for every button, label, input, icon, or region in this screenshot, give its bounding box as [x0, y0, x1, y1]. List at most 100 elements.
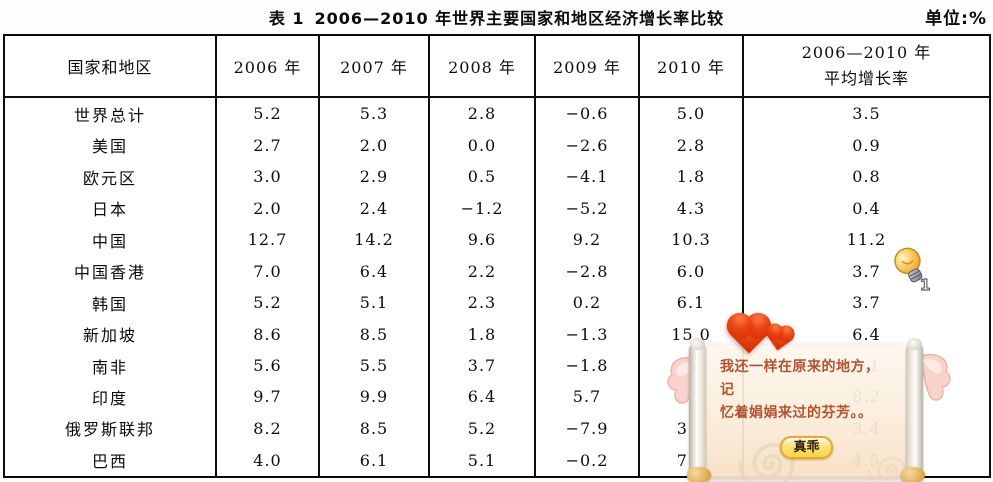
country-cell: 欧元区: [3, 161, 217, 193]
value-cell: 8.6: [215, 318, 320, 350]
country-cell: 印度: [3, 381, 217, 413]
column-header-2009: 2009 年: [534, 35, 640, 98]
scroll-left-roll: [689, 338, 706, 481]
column-header-2008: 2008 年: [428, 35, 536, 98]
value-cell: −1.3: [534, 318, 640, 350]
country-cell: 新加坡: [3, 318, 217, 350]
popup-message-line1: 我还一样在原来的地方，记: [720, 359, 880, 398]
hint-bulb-icon[interactable]: 1: [891, 246, 933, 294]
scroll-bottom-left-curl: [687, 467, 711, 482]
value-cell: 9.6: [428, 224, 536, 256]
value-cell: 3.7: [742, 286, 991, 319]
table-row: 美国 2.7 2.0 0.0 −2.6 2.8 0.9: [3, 129, 991, 162]
value-cell: 1.8: [428, 318, 536, 350]
spiral-watermark-icon: [867, 456, 907, 482]
value-cell: 2.8: [638, 129, 744, 162]
popup-message-line2: 忆着娟娟来过的芬芳。。: [720, 405, 873, 421]
value-cell: 0.8: [742, 161, 991, 193]
value-cell: 2.3: [428, 286, 536, 319]
value-cell: 0.0: [428, 129, 536, 162]
value-cell: 9.9: [318, 381, 430, 413]
value-cell: 5.1: [318, 286, 430, 319]
value-cell: 5.2: [215, 286, 320, 319]
unit-label: 单位:%: [925, 9, 987, 29]
avg-header-line1: 2006—2010 年: [801, 43, 932, 62]
value-cell: 5.6: [215, 349, 320, 382]
value-cell: 6.4: [428, 381, 536, 413]
table-row: 中国 12.7 14.2 9.6 9.2 10.3 11.2: [3, 224, 991, 256]
country-cell: 南非: [3, 349, 217, 382]
column-header-2010: 2010 年: [638, 35, 744, 98]
value-cell: 10.3: [638, 224, 744, 256]
value-cell: 5.2: [428, 412, 536, 445]
table-row: 中国香港 7.0 6.4 2.2 −2.8 6.0 3.7: [3, 255, 991, 287]
value-cell: 8.2: [215, 412, 320, 445]
value-cell: 3.7: [742, 255, 991, 287]
value-cell: 4.3: [638, 192, 744, 225]
column-header-2006: 2006 年: [215, 35, 320, 98]
value-cell: −0.6: [534, 97, 640, 130]
value-cell: 3.7: [428, 349, 536, 382]
table-row: 世界总计 5.2 5.3 2.8 −0.6 5.0 3.5: [3, 97, 991, 130]
value-cell: 0.5: [428, 161, 536, 193]
country-cell: 日本: [3, 192, 217, 225]
spiral-watermark-icon: [738, 443, 795, 482]
value-cell: 6.4: [318, 255, 430, 287]
value-cell: 5.0: [638, 97, 744, 130]
value-cell: 2.9: [318, 161, 430, 193]
country-cell: 世界总计: [3, 97, 217, 130]
value-cell: 1.8: [638, 161, 744, 193]
country-cell: 俄罗斯联邦: [3, 412, 217, 445]
column-header-average: 2006—2010 年 平均增长率: [742, 35, 991, 98]
value-cell: −5.2: [534, 192, 640, 225]
value-cell: 8.5: [318, 412, 430, 445]
value-cell: 2.8: [428, 97, 536, 130]
pet-message-popup: 我还一样在原来的地方，记 忆着娟娟来过的芬芳。。 真乖: [667, 300, 963, 482]
table-title: 表 1 2006—2010 年世界主要国家和地区经济增长率比较: [0, 5, 993, 29]
value-cell: −2.8: [534, 255, 640, 287]
value-cell: 11.2: [742, 224, 991, 256]
ok-button[interactable]: 真乖: [780, 436, 833, 459]
country-cell: 巴西: [3, 444, 217, 477]
table-row: 欧元区 3.0 2.9 0.5 −4.1 1.8 0.8: [3, 161, 991, 193]
value-cell: 6.0: [638, 255, 744, 287]
value-cell: −7.9: [534, 412, 640, 445]
value-cell: 4.0: [215, 444, 320, 477]
country-cell: 韩国: [3, 286, 217, 319]
value-cell: 0.2: [534, 286, 640, 319]
value-cell: 5.1: [428, 444, 536, 477]
right-wing-icon: [919, 354, 951, 401]
value-cell: −4.1: [534, 161, 640, 193]
value-cell: 2.2: [428, 255, 536, 287]
value-cell: 9.7: [215, 381, 320, 413]
table-header-row: 国家和地区 2006 年 2007 年 2008 年 2009 年 2010 年…: [3, 35, 991, 98]
value-cell: 2.4: [318, 192, 430, 225]
value-cell: 5.5: [318, 349, 430, 382]
value-cell: 12.7: [215, 224, 320, 256]
value-cell: 2.7: [215, 129, 320, 162]
value-cell: 9.2: [534, 224, 640, 256]
value-cell: −1.2: [428, 192, 536, 225]
value-cell: 2.0: [318, 129, 430, 162]
country-cell: 中国: [3, 224, 217, 256]
table-title-text: 2006—2010 年世界主要国家和地区经济增长率比较: [314, 9, 725, 28]
value-cell: 5.2: [215, 97, 320, 130]
value-cell: 7.0: [215, 255, 320, 287]
scroll-right-roll: [906, 338, 923, 481]
value-cell: 0.9: [742, 129, 991, 162]
column-header-2007: 2007 年: [318, 35, 430, 98]
value-cell: 8.5: [318, 318, 430, 350]
value-cell: 5.3: [318, 97, 430, 130]
popup-message: 我还一样在原来的地方，记 忆着娟娟来过的芬芳。。: [720, 356, 890, 425]
table-row: 日本 2.0 2.4 −1.2 −5.2 4.3 0.4: [3, 192, 991, 225]
value-cell: 0.4: [742, 192, 991, 225]
badge-count-glyph: 1: [920, 276, 930, 294]
value-cell: −1.8: [534, 349, 640, 382]
value-cell: 6.1: [638, 286, 744, 319]
country-cell: 美国: [3, 129, 217, 162]
country-cell: 中国香港: [3, 255, 217, 287]
value-cell: 3.0: [215, 161, 320, 193]
value-cell: −0.2: [534, 444, 640, 477]
value-cell: 5.7: [534, 381, 640, 413]
